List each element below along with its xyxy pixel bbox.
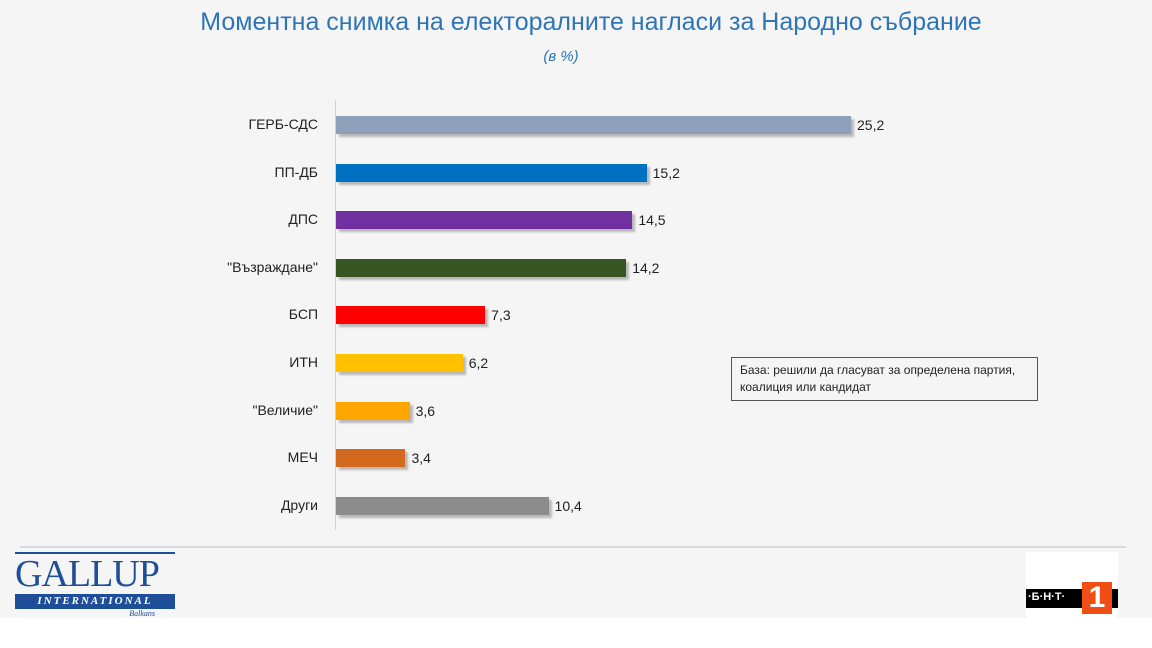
- bar: [336, 163, 647, 182]
- chart-panel: [0, 0, 1152, 618]
- category-label: ГЕРБ-СДС: [248, 116, 318, 132]
- divider: [20, 546, 1126, 548]
- gallup-logo-band: INTERNATIONAL: [15, 594, 175, 609]
- category-label: ДПС: [288, 211, 318, 228]
- category-label: "Възраждане": [227, 258, 318, 275]
- category-label: Други: [280, 496, 318, 513]
- bar: [336, 401, 410, 420]
- value-label: 14,5: [638, 212, 666, 229]
- category-label: "Величие": [252, 401, 319, 418]
- gallup-logo-main: GALLUP: [15, 553, 160, 595]
- value-label: 3,6: [415, 402, 436, 419]
- value-label: 25,2: [857, 117, 885, 133]
- bar: [336, 306, 486, 325]
- bnt1-logo: ·Б·Н·Т· 1: [1026, 552, 1118, 618]
- gallup-logo-small: Balkans: [129, 609, 155, 618]
- category-label: ИТН: [289, 354, 318, 370]
- category-label: МЕЧ: [287, 449, 318, 466]
- gallup-logo: GALLUP INTERNATIONAL Balkans: [15, 552, 175, 619]
- chart-subtitle: (в %): [543, 48, 579, 65]
- value-label: 6,2: [468, 355, 489, 371]
- category-label: БСП: [288, 306, 318, 323]
- value-label: 3,4: [411, 450, 431, 467]
- chart-title: Моментна снимка на електоралните нагласи…: [200, 8, 982, 36]
- bar: [336, 496, 549, 515]
- category-label: ПП-ДБ: [274, 163, 318, 180]
- bar: [336, 258, 627, 277]
- bar: [336, 116, 851, 134]
- gallup-logo-rule: [15, 552, 175, 554]
- value-label: 14,2: [632, 259, 660, 276]
- bnt-logo-text: ·Б·Н·Т·: [1028, 591, 1066, 603]
- value-label: 10,4: [554, 497, 582, 514]
- value-label: 7,3: [491, 307, 511, 324]
- bar: [336, 449, 406, 468]
- value-label: 15,2: [652, 164, 680, 181]
- bar: [336, 354, 463, 372]
- category-axis: [335, 100, 336, 530]
- bar: [336, 211, 633, 230]
- bnt-logo-number: 1: [1082, 582, 1112, 614]
- base-note: База: решили да гласуват за определена п…: [731, 357, 1038, 401]
